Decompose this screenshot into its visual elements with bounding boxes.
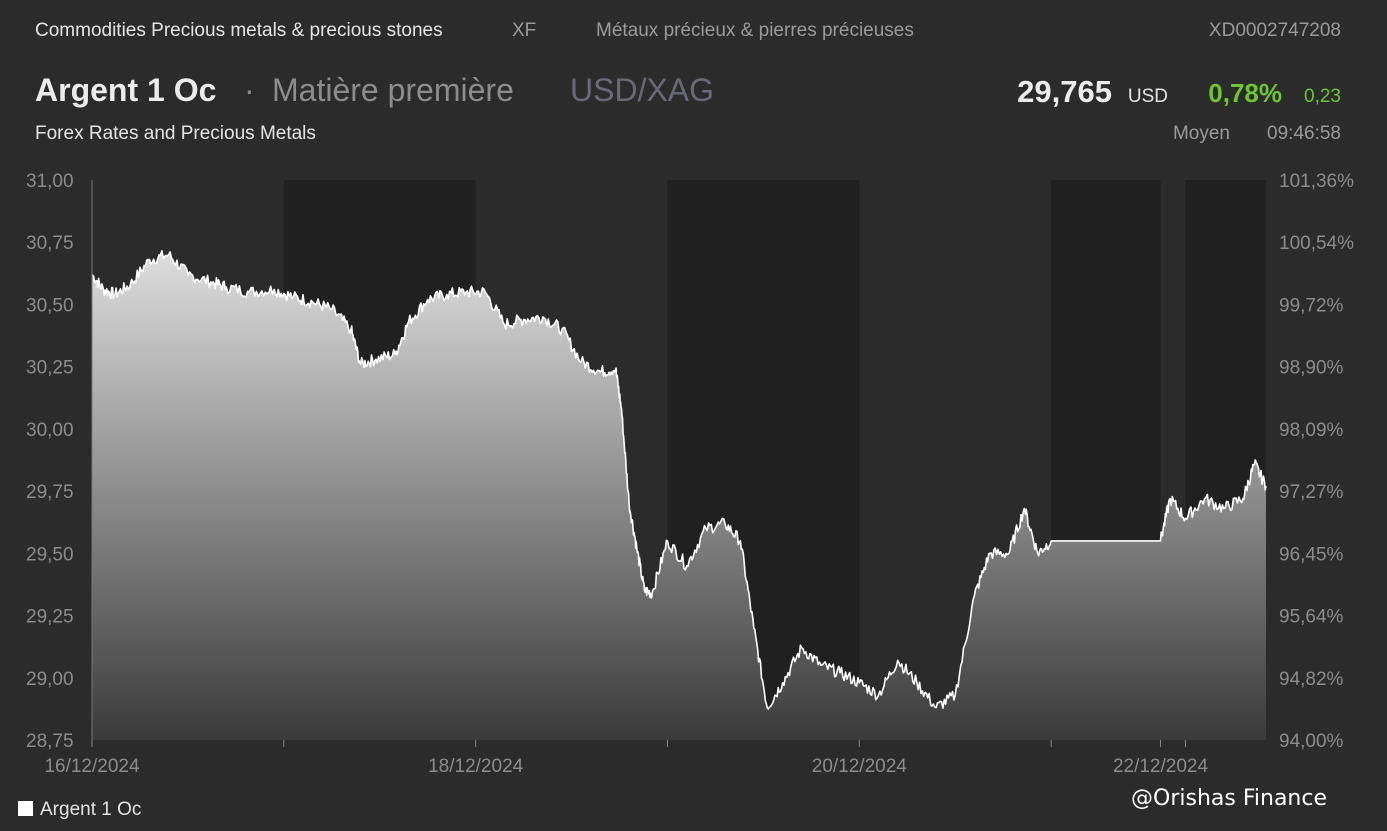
sub-header: Forex Rates and Precious Metals Moyen 09… bbox=[35, 123, 1341, 145]
title-separator: · bbox=[244, 72, 255, 108]
currency-pair: USD/XAG bbox=[570, 72, 715, 108]
chart-axes: 31,00 30,75 30,50 30,25 30,00 29,75 29,50 29,25… bbox=[26, 171, 1354, 777]
x-tick-label: 16/12/2024 bbox=[44, 756, 140, 777]
price-area bbox=[92, 250, 1266, 741]
y-right-tick-label: 98,90% bbox=[1279, 358, 1344, 379]
breadcrumb[interactable]: Commodities Precious metals & precious s… bbox=[35, 20, 443, 41]
instrument-header: Argent 1 Oc · Matière première USD/XAG 2… bbox=[35, 72, 1341, 112]
instrument-type: Matière première bbox=[272, 72, 514, 108]
weekend-shading bbox=[283, 180, 1266, 740]
y-tick-label: 30,00 bbox=[26, 420, 74, 441]
x-tick-label: 20/12/2024 bbox=[812, 756, 908, 777]
x-tick-label: 22/12/2024 bbox=[1113, 756, 1209, 777]
y-right-tick-label: 98,09% bbox=[1279, 420, 1344, 441]
change-absolute: 0,23 bbox=[1304, 86, 1341, 107]
quote-time: 09:46:58 bbox=[1267, 123, 1341, 144]
change-percent: 0,78% bbox=[1208, 78, 1282, 108]
price-line-layer bbox=[91, 250, 1267, 710]
y-right-tick-label: 95,64% bbox=[1279, 607, 1344, 628]
y-tick-label: 30,75 bbox=[26, 233, 74, 254]
y-right-tick-label: 94,82% bbox=[1279, 669, 1344, 690]
x-tick-label: 18/12/2024 bbox=[428, 756, 524, 777]
y-tick-label: 29,75 bbox=[26, 482, 74, 503]
y-right-tick-label: 96,45% bbox=[1279, 544, 1344, 565]
y-tick-label: 28,75 bbox=[26, 731, 74, 752]
y-tick-label: 29,00 bbox=[26, 669, 74, 690]
y-tick-label: 29,50 bbox=[26, 544, 74, 565]
market-name: Forex Rates and Precious Metals bbox=[35, 123, 316, 144]
top-bar: Commodities Precious metals & precious s… bbox=[35, 20, 1341, 42]
price-type: Moyen bbox=[1172, 123, 1230, 144]
y-right-tick-label: 94,00% bbox=[1279, 731, 1344, 752]
price-currency: USD bbox=[1127, 86, 1168, 107]
price-chart[interactable]: 31,00 30,75 30,50 30,25 30,00 29,75 29,50 29,25… bbox=[0, 160, 1387, 780]
y-tick-label: 29,25 bbox=[26, 607, 74, 628]
isin-code: XD0002747208 bbox=[1208, 20, 1341, 41]
legend-label: Argent 1 Oc bbox=[40, 799, 142, 820]
y-right-tick-label: 101,36% bbox=[1279, 171, 1354, 192]
exchange-code: XF bbox=[512, 20, 537, 41]
y-right-tick-label: 99,72% bbox=[1279, 295, 1344, 316]
instrument-name: Argent 1 Oc bbox=[35, 72, 217, 108]
legend-swatch bbox=[18, 801, 33, 816]
watermark: @Orishas Finance bbox=[1131, 786, 1327, 811]
y-right-tick-label: 100,54% bbox=[1279, 233, 1354, 254]
price-line bbox=[91, 250, 1267, 710]
category-french: Métaux précieux & pierres précieuses bbox=[596, 20, 914, 41]
chart-legend[interactable]: Argent 1 Oc bbox=[18, 799, 141, 821]
y-tick-label: 31,00 bbox=[26, 171, 74, 192]
y-tick-label: 30,50 bbox=[26, 295, 74, 316]
last-price: 29,765 bbox=[1017, 74, 1112, 109]
price-area-fill bbox=[92, 250, 1266, 741]
y-tick-label: 30,25 bbox=[26, 358, 74, 379]
y-right-tick-label: 97,27% bbox=[1279, 482, 1344, 503]
